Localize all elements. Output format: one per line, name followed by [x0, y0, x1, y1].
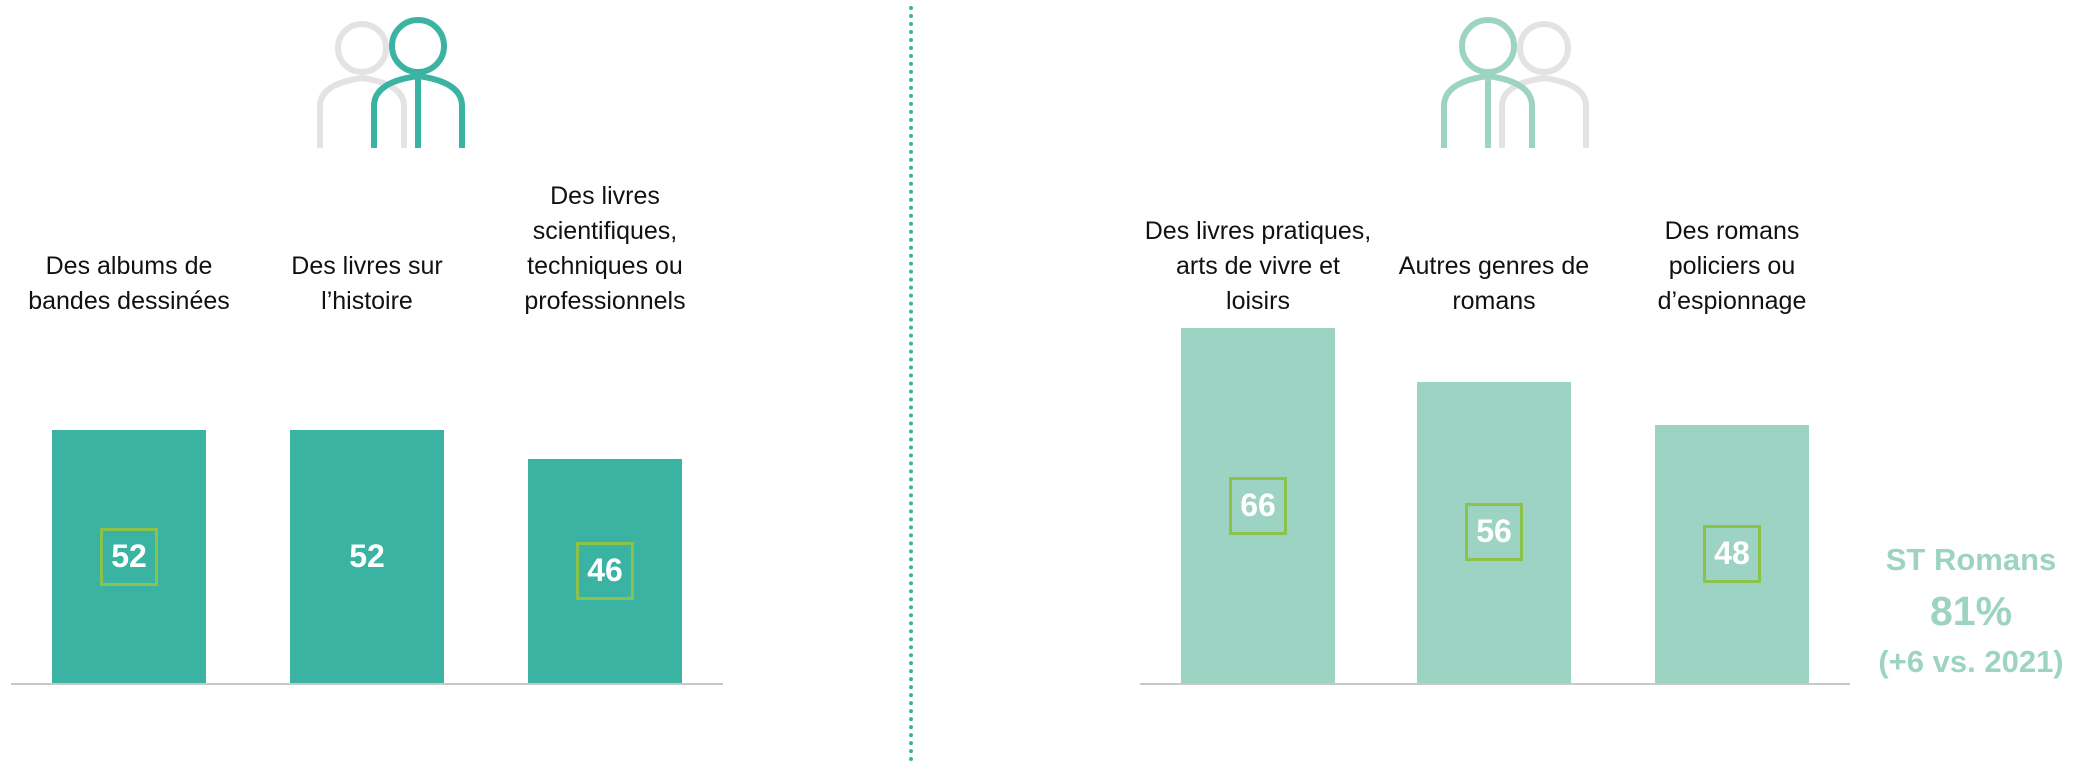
- bar: [290, 430, 444, 683]
- category-label: Des livres sur l’histoire: [291, 252, 443, 315]
- value-label: 52: [111, 537, 147, 574]
- bar: [1655, 424, 1809, 683]
- bar: [1181, 328, 1335, 683]
- bar: [528, 459, 682, 683]
- category-label: Des livres scientifiques, techniques ou …: [524, 182, 686, 315]
- annotation: (+6 vs. 2021): [1878, 644, 2064, 679]
- category-label: Des livres pratiques, arts de vivre et l…: [1144, 217, 1372, 315]
- value-label: 52: [349, 537, 385, 574]
- people-icon-right: [1441, 17, 1589, 148]
- x-axis: [1140, 683, 1850, 685]
- value-box: [1465, 503, 1523, 562]
- value-label: 46: [587, 552, 623, 589]
- category-label: Des romans policiers ou d’espionnage: [1657, 217, 1807, 315]
- category-label: Autres genres de romans: [1398, 252, 1590, 315]
- divider: [909, 6, 913, 762]
- value-box: [1703, 524, 1761, 583]
- category-label: Des albums de bandes dessinées: [28, 252, 230, 315]
- value-label: 66: [1240, 486, 1276, 523]
- bar: [1417, 381, 1571, 683]
- value-label: 48: [1714, 534, 1750, 571]
- annotation: 81%: [1929, 588, 2013, 634]
- value-box: [576, 542, 634, 601]
- value-box: [100, 527, 158, 586]
- x-axis: [11, 683, 723, 685]
- bar: [52, 430, 206, 683]
- annotation: ST Romans: [1885, 542, 2057, 577]
- value-label: 56: [1476, 513, 1512, 550]
- value-box: [1229, 476, 1287, 535]
- people-icon-left: [317, 17, 465, 148]
